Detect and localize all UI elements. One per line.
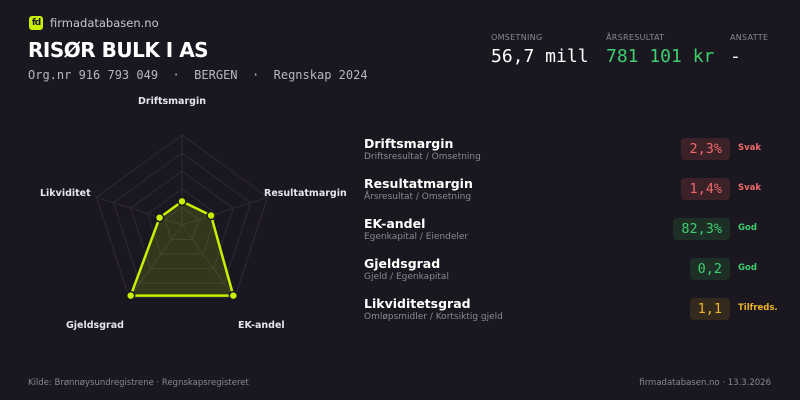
metric-name: Gjeldsgrad	[364, 256, 441, 271]
radar-label: Driftsmargin	[138, 96, 206, 107]
metric-row: Likviditetsgrad Omløpsmidler / Kortsikti…	[364, 296, 784, 328]
radar-grid-ring	[95, 134, 269, 299]
brand-name: firmadatabasen.no	[50, 16, 159, 30]
metric-row: Resultatmargin Årsresultat / Omsetning 1…	[364, 176, 784, 208]
footer-right: firmadatabasen.no · 13.3.2026	[639, 378, 771, 388]
metric-status: God	[738, 263, 757, 273]
metric-name: Driftsmargin	[364, 136, 454, 151]
metric-status: Svak	[738, 183, 762, 193]
metric-status: Tilfreds.	[738, 303, 778, 313]
radar-axis-line	[96, 196, 183, 226]
metric-name: EK-andel	[364, 216, 426, 231]
radar-label: Likviditet	[40, 188, 91, 199]
kpi-value: 56,7 mill	[491, 46, 589, 67]
radar-point	[177, 196, 187, 207]
radar-label: Resultatmargin	[264, 188, 347, 199]
kpi-label: OMSETNING	[491, 33, 543, 42]
metric-row: Gjeldsgrad Gjeld / Egenkapital 0,2 God	[364, 256, 784, 288]
kpi-value: 781 101 kr	[606, 46, 715, 67]
metric-value: 0,2	[689, 258, 730, 280]
kpi-label: ANSATTE	[730, 33, 769, 42]
radar-grid-ring	[164, 206, 200, 241]
kpi-ansatte: ANSATTE -	[730, 33, 768, 67]
metric-value: 1,4%	[681, 178, 730, 200]
company-name: RISØR BULK I AS	[28, 38, 209, 62]
radar-point	[206, 210, 216, 221]
metric-value: 82,3%	[673, 218, 730, 240]
footer-source: Kilde: Brønnøysundregistrene · Regnskaps…	[28, 378, 249, 388]
radar-axis-line	[181, 196, 268, 226]
logo-icon: fd	[29, 16, 43, 30]
kpi-arsresultat: ÅRSRESULTAT 781 101 kr	[606, 33, 714, 67]
radar-grid-ring	[147, 188, 217, 255]
radar-chart: Driftsmargin Resultatmargin EK-andel Gje…	[0, 90, 360, 350]
metric-name: Likviditetsgrad	[364, 296, 471, 311]
radar-point	[154, 212, 165, 223]
radar-label: Gjeldsgrad	[66, 320, 124, 331]
radar-point	[125, 290, 136, 301]
radar-axis-line	[181, 224, 236, 299]
radar-grid-ring	[130, 170, 234, 270]
radar-label: EK-andel	[238, 320, 285, 331]
kpi-value: -	[730, 46, 741, 67]
metric-desc: Gjeld / Egenkapital	[364, 272, 449, 282]
company-subtitle: Org.nr 916 793 049 · BERGEN · Regnskap 2…	[28, 68, 368, 82]
metric-desc: Egenkapital / Eiendeler	[364, 232, 469, 242]
kpi-omsetning: OMSETNING 56,7 mill	[491, 33, 589, 67]
metric-value: 2,3%	[681, 138, 730, 160]
radar-point	[228, 290, 239, 301]
metric-status: Svak	[738, 143, 762, 153]
metric-value: 1,1	[689, 298, 730, 320]
metric-status: God	[738, 223, 757, 233]
metric-row: EK-andel Egenkapital / Eiendeler 82,3% G…	[364, 216, 784, 248]
metric-row: Driftsmargin Driftsresultat / Omsetning …	[364, 136, 784, 168]
radar-area	[129, 200, 235, 297]
radar-grid-ring	[112, 152, 252, 284]
metric-desc: Årsresultat / Omsetning	[364, 192, 472, 202]
brand: fd firmadatabasen.no	[29, 16, 159, 30]
kpi-label: ÅRSRESULTAT	[606, 33, 665, 42]
radar-svg	[95, 134, 269, 301]
metric-desc: Omløpsmidler / Kortsiktig gjeld	[364, 312, 503, 322]
metric-name: Resultatmargin	[364, 176, 473, 191]
radar-axis-line	[128, 224, 183, 299]
metric-desc: Driftsresultat / Omsetning	[364, 152, 481, 162]
